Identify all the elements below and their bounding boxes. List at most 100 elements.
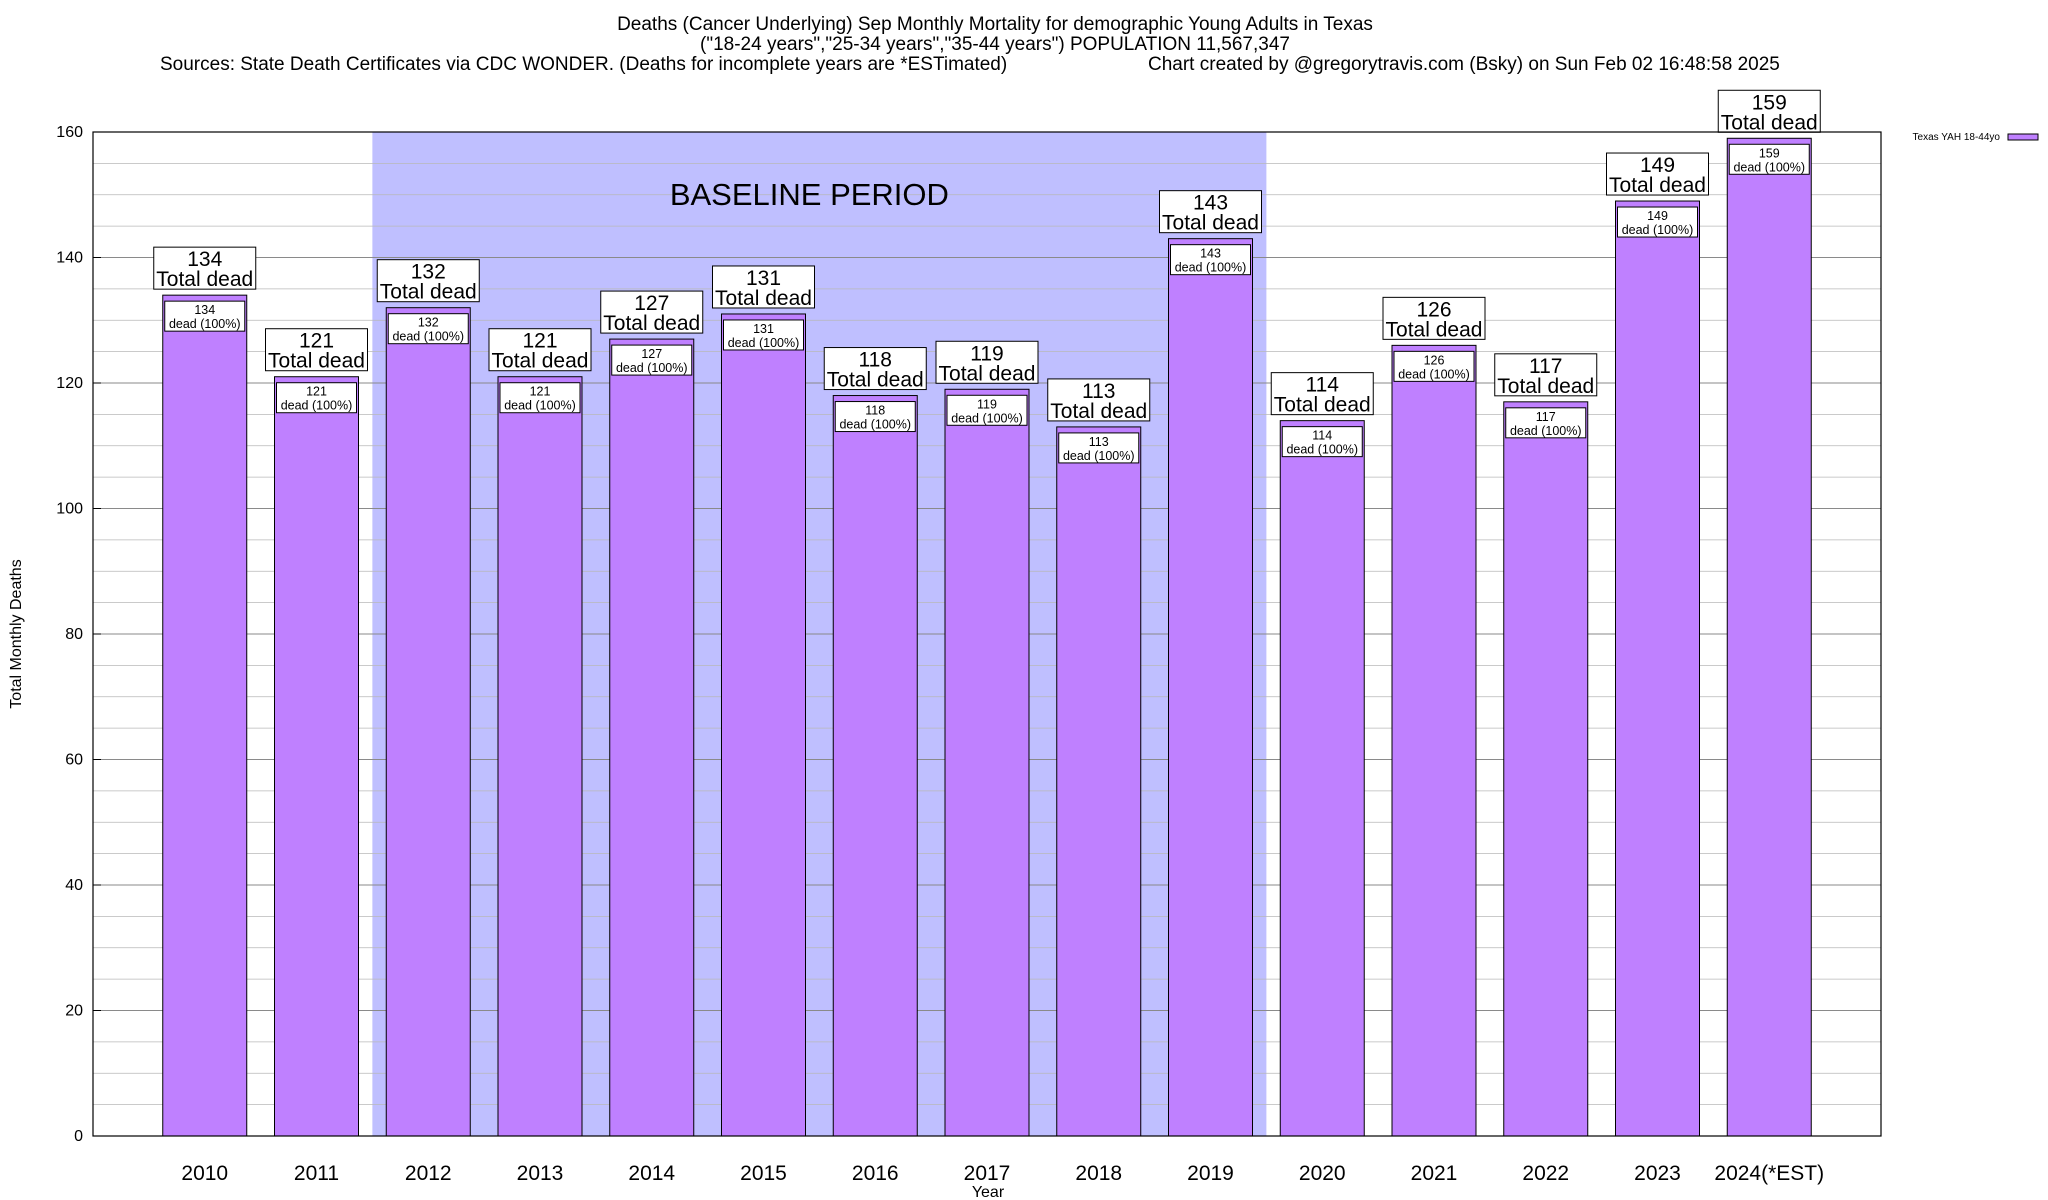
- inner-value-label-2010: 134: [194, 303, 215, 317]
- total-label-box-2017: [935, 340, 1039, 384]
- inner-value-label-2015: 131: [753, 322, 774, 336]
- total-dead-label-2010: Total dead: [156, 268, 253, 291]
- inner-label-box-2015: [723, 319, 804, 351]
- total-value-label-2014: 127: [634, 292, 669, 315]
- total-value-label-2013: 121: [522, 330, 557, 353]
- inner-dead-label-2010: dead (100%): [169, 317, 241, 331]
- y-tick-label-160: 160: [56, 124, 83, 141]
- total-label-box-2013: [488, 328, 592, 372]
- inner-value-label-2014: 127: [641, 347, 662, 361]
- bar-2018: [1056, 426, 1142, 1137]
- inner-dead-label-2012: dead (100%): [392, 330, 464, 344]
- x-tick-label-2024(*EST): 2024(*EST): [1714, 1162, 1824, 1185]
- total-value-label-2023: 149: [1640, 154, 1675, 177]
- total-label-box-2021: [1382, 296, 1486, 340]
- inner-label-box-2024(*EST): [1728, 143, 1810, 175]
- total-label-box-2011: [265, 328, 368, 372]
- legend-swatch: [2007, 133, 2039, 141]
- x-tick-label-2017: 2017: [964, 1162, 1011, 1185]
- total-dead-label-2012: Total dead: [380, 281, 477, 304]
- inner-value-label-2022: 117: [1536, 410, 1556, 424]
- total-value-label-2019: 143: [1193, 192, 1228, 215]
- inner-dead-label-2017: dead (100%): [951, 411, 1023, 425]
- total-value-label-2024(*EST): 159: [1752, 91, 1787, 114]
- total-value-label-2018: 113: [1082, 380, 1115, 403]
- x-axis-title: Year: [972, 1184, 1005, 1200]
- inner-dead-label-2018: dead (100%): [1063, 449, 1135, 463]
- inner-value-label-2012: 132: [418, 316, 439, 330]
- x-tick-label-2021: 2021: [1411, 1162, 1458, 1185]
- inner-label-box-2013: [499, 382, 581, 414]
- inner-dead-label-2015: dead (100%): [728, 336, 800, 350]
- y-tick-label-120: 120: [56, 375, 83, 392]
- chart-credit-text: Chart created by @gregorytravis.com (Bsk…: [1148, 54, 1780, 75]
- total-dead-label-2017: Total dead: [939, 362, 1036, 385]
- y-tick-label-140: 140: [56, 250, 83, 267]
- y-tick-label-100: 100: [56, 501, 83, 518]
- x-tick-label-2010: 2010: [181, 1162, 228, 1185]
- inner-dead-label-2011: dead (100%): [281, 399, 353, 413]
- inner-label-box-2018: [1058, 432, 1140, 464]
- total-dead-label-2015: Total dead: [715, 287, 812, 310]
- inner-label-box-2019: [1170, 244, 1251, 276]
- total-dead-label-2014: Total dead: [603, 312, 700, 335]
- x-tick-label-2019: 2019: [1187, 1162, 1234, 1185]
- inner-dead-label-2013: dead (100%): [504, 399, 576, 413]
- y-tick-label-40: 40: [65, 877, 83, 894]
- chart-title-line2: ("18-24 years","25-34 years","35-44 year…: [700, 34, 1290, 55]
- bar-2010: [162, 294, 248, 1137]
- inner-dead-label-2021: dead (100%): [1398, 367, 1470, 381]
- inner-value-label-2020: 114: [1312, 429, 1332, 443]
- y-tick-label-80: 80: [65, 626, 83, 643]
- y-tick-label-0: 0: [74, 1128, 83, 1145]
- inner-label-box-2020: [1281, 426, 1363, 458]
- inner-label-box-2023: [1617, 206, 1698, 238]
- bar-2013: [497, 376, 583, 1137]
- total-label-box-2015: [712, 265, 815, 309]
- total-value-label-2011: 121: [299, 330, 334, 353]
- inner-dead-label-2020: dead (100%): [1286, 443, 1358, 457]
- total-dead-label-2018: Total dead: [1050, 400, 1147, 423]
- total-dead-label-2016: Total dead: [827, 369, 924, 392]
- total-label-box-2023: [1606, 152, 1709, 196]
- inner-label-box-2010: [164, 300, 246, 332]
- inner-dead-label-2016: dead (100%): [839, 418, 911, 432]
- chart-title-line1: Deaths (Cancer Underlying) Sep Monthly M…: [617, 14, 1373, 35]
- x-tick-label-2013: 2013: [517, 1162, 564, 1185]
- bar-2017: [944, 388, 1030, 1137]
- total-label-box-2010: [153, 246, 257, 290]
- x-tick-label-2022: 2022: [1522, 1162, 1569, 1185]
- inner-value-label-2024(*EST): 159: [1759, 146, 1780, 160]
- total-label-box-2024(*EST): [1717, 89, 1821, 133]
- inner-value-label-2018: 113: [1089, 435, 1109, 449]
- bar-2020: [1279, 420, 1365, 1137]
- total-value-label-2020: 114: [1306, 374, 1340, 397]
- total-dead-label-2013: Total dead: [492, 350, 589, 373]
- y-tick-label-60: 60: [65, 752, 83, 769]
- total-label-box-2018: [1047, 378, 1151, 422]
- total-value-label-2015: 131: [746, 267, 781, 290]
- total-dead-label-2024(*EST): Total dead: [1721, 111, 1818, 134]
- inner-value-label-2023: 149: [1647, 209, 1668, 223]
- bar-2012: [385, 307, 471, 1137]
- x-tick-label-2012: 2012: [405, 1162, 452, 1185]
- total-value-label-2021: 126: [1416, 298, 1451, 321]
- inner-label-box-2011: [276, 382, 357, 414]
- y-tick-label-20: 20: [65, 1003, 83, 1020]
- inner-label-box-2021: [1393, 350, 1475, 382]
- x-tick-label-2020: 2020: [1299, 1162, 1346, 1185]
- x-tick-label-2011: 2011: [294, 1162, 339, 1185]
- total-value-label-2022: 117: [1529, 355, 1562, 378]
- bar-2024(*EST): [1726, 137, 1812, 1137]
- total-dead-label-2022: Total dead: [1497, 375, 1594, 398]
- x-tick-label-2018: 2018: [1075, 1162, 1122, 1185]
- inner-dead-label-2024(*EST): dead (100%): [1733, 160, 1805, 174]
- total-value-label-2017: 119: [970, 342, 1003, 365]
- inner-value-label-2021: 126: [1424, 353, 1445, 367]
- total-dead-label-2011: Total dead: [268, 350, 365, 373]
- bar-2011: [274, 376, 359, 1137]
- total-label-box-2012: [376, 259, 480, 303]
- total-value-label-2016: 118: [859, 349, 892, 372]
- baseline-label: BASELINE PERIOD: [670, 177, 949, 212]
- inner-dead-label-2014: dead (100%): [616, 361, 688, 375]
